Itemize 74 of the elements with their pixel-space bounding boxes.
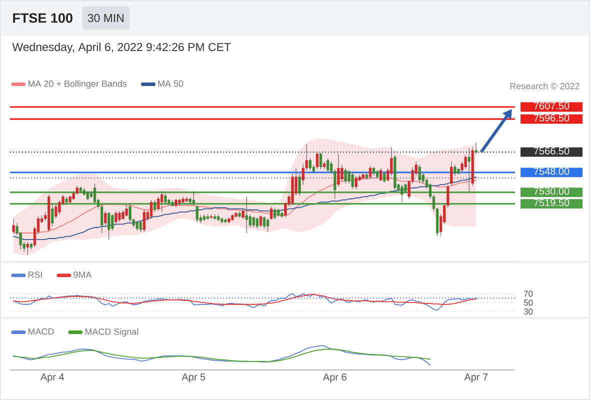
candlestick	[139, 220, 142, 232]
legend-label: MA 20 + Bollinger Bands	[28, 80, 127, 89]
candlestick	[298, 173, 301, 196]
candlestick	[316, 152, 319, 170]
candlestick	[242, 208, 244, 219]
candlestick	[256, 217, 259, 229]
candlestick	[418, 164, 421, 183]
candlestick	[136, 220, 138, 232]
candlestick	[308, 158, 312, 171]
candlestick	[153, 200, 156, 212]
candlestick	[270, 206, 273, 220]
candlestick	[93, 183, 96, 204]
candlestick	[114, 210, 118, 224]
x-tick-label: Apr 7	[464, 374, 488, 382]
candlestick	[245, 196, 248, 234]
candlestick	[454, 164, 456, 176]
y-tick-label: 7596.50	[534, 114, 570, 122]
candlestick	[474, 142, 478, 154]
candlestick	[368, 166, 372, 180]
candlestick	[118, 210, 121, 222]
candlestick	[150, 200, 153, 219]
legend-label: MACD	[28, 328, 54, 335]
candlestick	[337, 153, 340, 188]
x-tick-label: Apr 4	[40, 374, 64, 382]
candlestick	[26, 241, 29, 256]
x-tick-label: Apr 5	[182, 374, 206, 382]
y-tick-label: 7607.50	[534, 102, 570, 110]
y-tick-label: 50	[524, 300, 533, 306]
candlestick	[164, 193, 167, 205]
candlestick	[379, 168, 382, 182]
legend-label: MA 50	[158, 80, 184, 87]
legend-label: RSI	[28, 272, 42, 278]
candlestick	[468, 148, 470, 194]
candlestick	[111, 214, 114, 232]
text: 30 MIN	[88, 14, 124, 22]
candlestick	[319, 152, 322, 170]
candlestick	[400, 184, 404, 202]
candlestick	[128, 202, 132, 222]
candlestick	[12, 218, 15, 234]
candlestick	[192, 190, 195, 206]
candlestick	[450, 161, 453, 186]
candlestick	[196, 205, 198, 222]
candlestick	[54, 204, 58, 219]
candlestick	[259, 215, 262, 228]
candlestick	[354, 175, 358, 190]
candlestick	[122, 210, 124, 220]
candlestick	[383, 171, 386, 183]
candlestick	[51, 202, 54, 227]
y-tick-label: 7519.50	[534, 199, 570, 206]
chart-title: FTSE 100	[13, 13, 72, 23]
y-tick-label: 30	[524, 308, 533, 315]
candlestick	[326, 158, 330, 173]
candlestick	[262, 216, 266, 229]
y-tick-label: 7548.00	[534, 168, 570, 175]
candlestick	[142, 210, 146, 232]
x-tick-label: Apr 6	[322, 374, 346, 383]
text: Research © 2022	[510, 82, 580, 90]
y-tick-label: 7530.00	[534, 188, 570, 195]
candlestick	[464, 154, 467, 170]
candlestick	[390, 146, 393, 176]
candlestick	[108, 212, 110, 240]
candlestick	[160, 190, 164, 212]
candlestick	[344, 168, 347, 184]
candlestick	[351, 172, 354, 190]
candlestick	[125, 205, 128, 217]
y-tick-label: 70	[524, 290, 533, 297]
y-tick-label: 7566.50	[534, 147, 570, 154]
chart-subtitle: Wednesday, April 6, 2022 9:42:26 PM CET	[12, 42, 231, 54]
legend-label: MACD Signal	[85, 328, 138, 337]
candlestick	[274, 207, 276, 220]
candlestick	[340, 164, 344, 182]
legend-label: 9MA	[74, 272, 92, 278]
candlestick	[252, 216, 255, 228]
candlestick	[104, 210, 107, 226]
